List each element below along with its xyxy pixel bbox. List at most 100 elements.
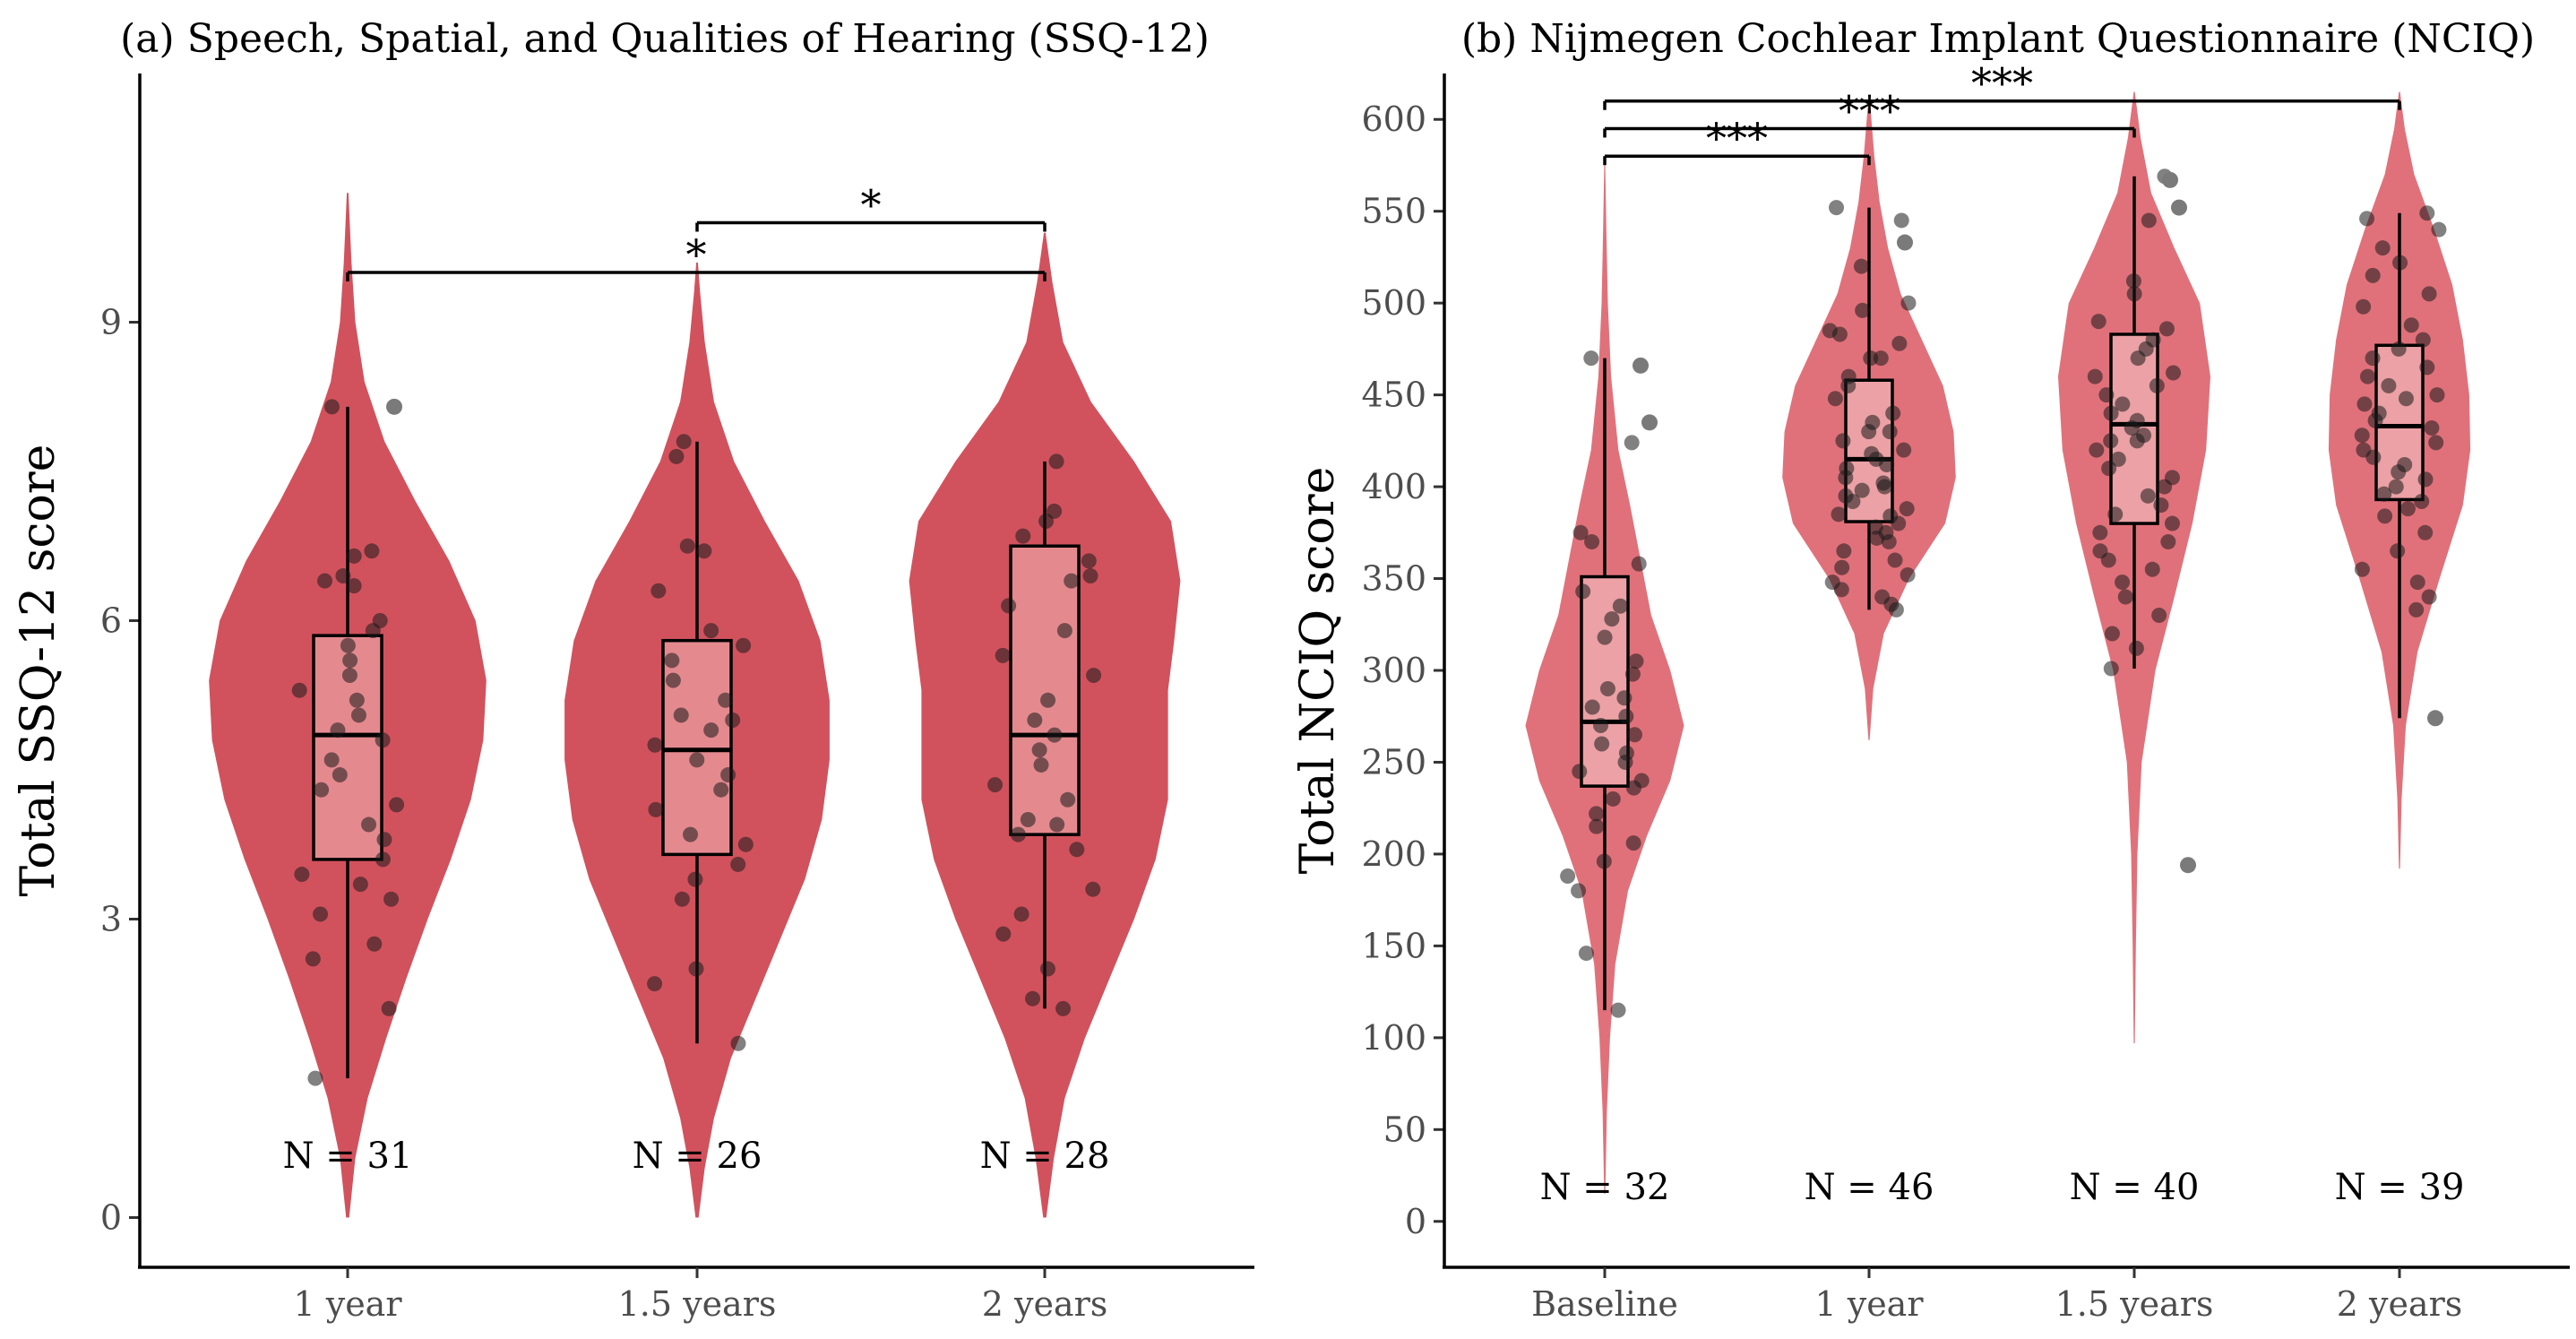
data-point-1-year [1831, 506, 1847, 523]
data-point-2-years [2414, 493, 2430, 509]
data-point-1-5-years [725, 713, 741, 728]
data-point-baseline [1584, 699, 1600, 715]
data-point-1-5-years [689, 752, 705, 768]
n-label-1-5-years: N = 26 [633, 1136, 762, 1177]
data-point-1-5-years [736, 637, 752, 653]
data-point-1-5-years [2126, 286, 2142, 302]
data-point-1-year [1854, 482, 1870, 498]
data-point-2-years [1010, 826, 1026, 842]
data-point-2-years [1055, 1000, 1072, 1016]
x-tick-label-1-5-years: 1.5 years [618, 1284, 777, 1324]
data-point-2-years [1001, 598, 1017, 614]
data-point-baseline [1597, 629, 1613, 645]
data-point-1-year [1836, 543, 1852, 559]
y-tick-label: 300 [1361, 651, 1426, 690]
data-point-2-years [2367, 412, 2383, 428]
outlier-point-1-year [1897, 234, 1913, 251]
box-1-year [1844, 378, 1894, 523]
data-point-1-year [352, 877, 368, 893]
x-tick-label-1-5-years: 1.5 years [2055, 1284, 2214, 1324]
data-point-1-year [323, 399, 340, 415]
data-point-1-5-years [2160, 534, 2176, 550]
data-point-baseline [1578, 946, 1594, 962]
data-point-1-5-years [2103, 433, 2119, 449]
data-point-2-years [1056, 623, 1073, 639]
data-point-baseline [1625, 780, 1641, 796]
outlier-point-1-year [386, 398, 402, 415]
data-point-2-years [2354, 561, 2370, 577]
y-tick-label: 100 [1361, 1018, 1426, 1058]
data-point-2-years [2356, 396, 2373, 412]
data-point-1-year [1835, 433, 1851, 449]
data-point-2-years [2377, 508, 2393, 524]
data-point-1-year [346, 578, 362, 594]
n-label-2-years: N = 28 [980, 1136, 1110, 1177]
data-point-2-years [1038, 514, 1055, 529]
data-point-2-years [2365, 267, 2381, 283]
data-point-2-years [2374, 240, 2391, 256]
data-point-1-year [313, 906, 329, 922]
data-point-1-5-years [2101, 461, 2117, 477]
data-point-1-year [376, 832, 392, 848]
outlier-point-1-5-years [2162, 171, 2178, 188]
data-point-2-years [2431, 221, 2447, 238]
box-2-years [1009, 544, 1081, 836]
data-point-2-years [2356, 298, 2372, 315]
data-point-1-5-years [2157, 479, 2173, 495]
data-point-2-years [2392, 255, 2408, 271]
data-point-baseline [1560, 868, 1576, 885]
data-point-2-years [1027, 713, 1043, 728]
data-point-2-years [2381, 377, 2397, 393]
y-tick-label: 6 [100, 601, 122, 641]
data-point-2-years [2421, 286, 2437, 302]
data-point-1-year [342, 652, 358, 669]
data-point-baseline [1583, 350, 1599, 367]
data-point-2-years [2424, 420, 2440, 436]
data-point-1-5-years [696, 543, 712, 559]
data-point-2-years [1082, 568, 1098, 584]
data-point-1-5-years [650, 583, 667, 599]
significance-label: *** [1839, 86, 1900, 134]
data-point-2-years [2391, 464, 2407, 480]
data-point-1-5-years [647, 976, 663, 992]
data-point-1-year [365, 623, 381, 639]
data-point-baseline [1624, 666, 1641, 682]
data-point-1-year [1881, 534, 1897, 550]
data-point-2-years [2388, 479, 2404, 495]
n-label-baseline: N = 32 [1540, 1167, 1670, 1208]
data-point-1-5-years [2115, 574, 2131, 591]
data-point-1-5-years [2149, 377, 2165, 393]
data-point-baseline [1605, 790, 1621, 807]
data-point-1-5-years [665, 672, 681, 688]
n-label-1-5-years: N = 40 [2070, 1167, 2200, 1208]
data-point-2-years [2354, 428, 2370, 444]
data-point-2-years [1060, 791, 1076, 808]
data-point-1-5-years [730, 856, 746, 872]
data-point-2-years [2428, 435, 2444, 451]
data-point-1-year [294, 867, 310, 883]
data-point-1-year [317, 573, 333, 589]
data-point-1-5-years [664, 652, 680, 669]
data-point-1-year [1834, 559, 1850, 575]
data-point-1-5-years [2103, 661, 2119, 677]
data-point-1-5-years [687, 871, 703, 887]
data-point-1-year [364, 543, 380, 559]
data-point-1-5-years [683, 826, 699, 842]
data-point-1-5-years [2125, 273, 2141, 289]
data-point-1-5-years [737, 836, 754, 852]
data-point-1-5-years [676, 434, 692, 450]
data-point-1-5-years [2089, 442, 2105, 458]
data-point-2-years [2403, 317, 2419, 333]
data-point-1-year [1863, 350, 1879, 367]
data-point-baseline [1584, 534, 1600, 550]
data-point-1-year [323, 752, 340, 768]
data-point-baseline [1593, 717, 1609, 733]
data-point-1-5-years [2100, 552, 2116, 568]
data-point-1-year [1899, 501, 1915, 517]
panel-a-plot-area: 0 3 6 9 * * N = 31 N = 26 N = 28 1 year 1.5 years 2… [100, 73, 1254, 1324]
data-point-1-year [1831, 326, 1848, 342]
data-point-2-years [2419, 359, 2435, 376]
data-point-baseline [1589, 818, 1605, 834]
data-point-2-years [2365, 350, 2381, 367]
data-point-1-year [1827, 391, 1843, 407]
